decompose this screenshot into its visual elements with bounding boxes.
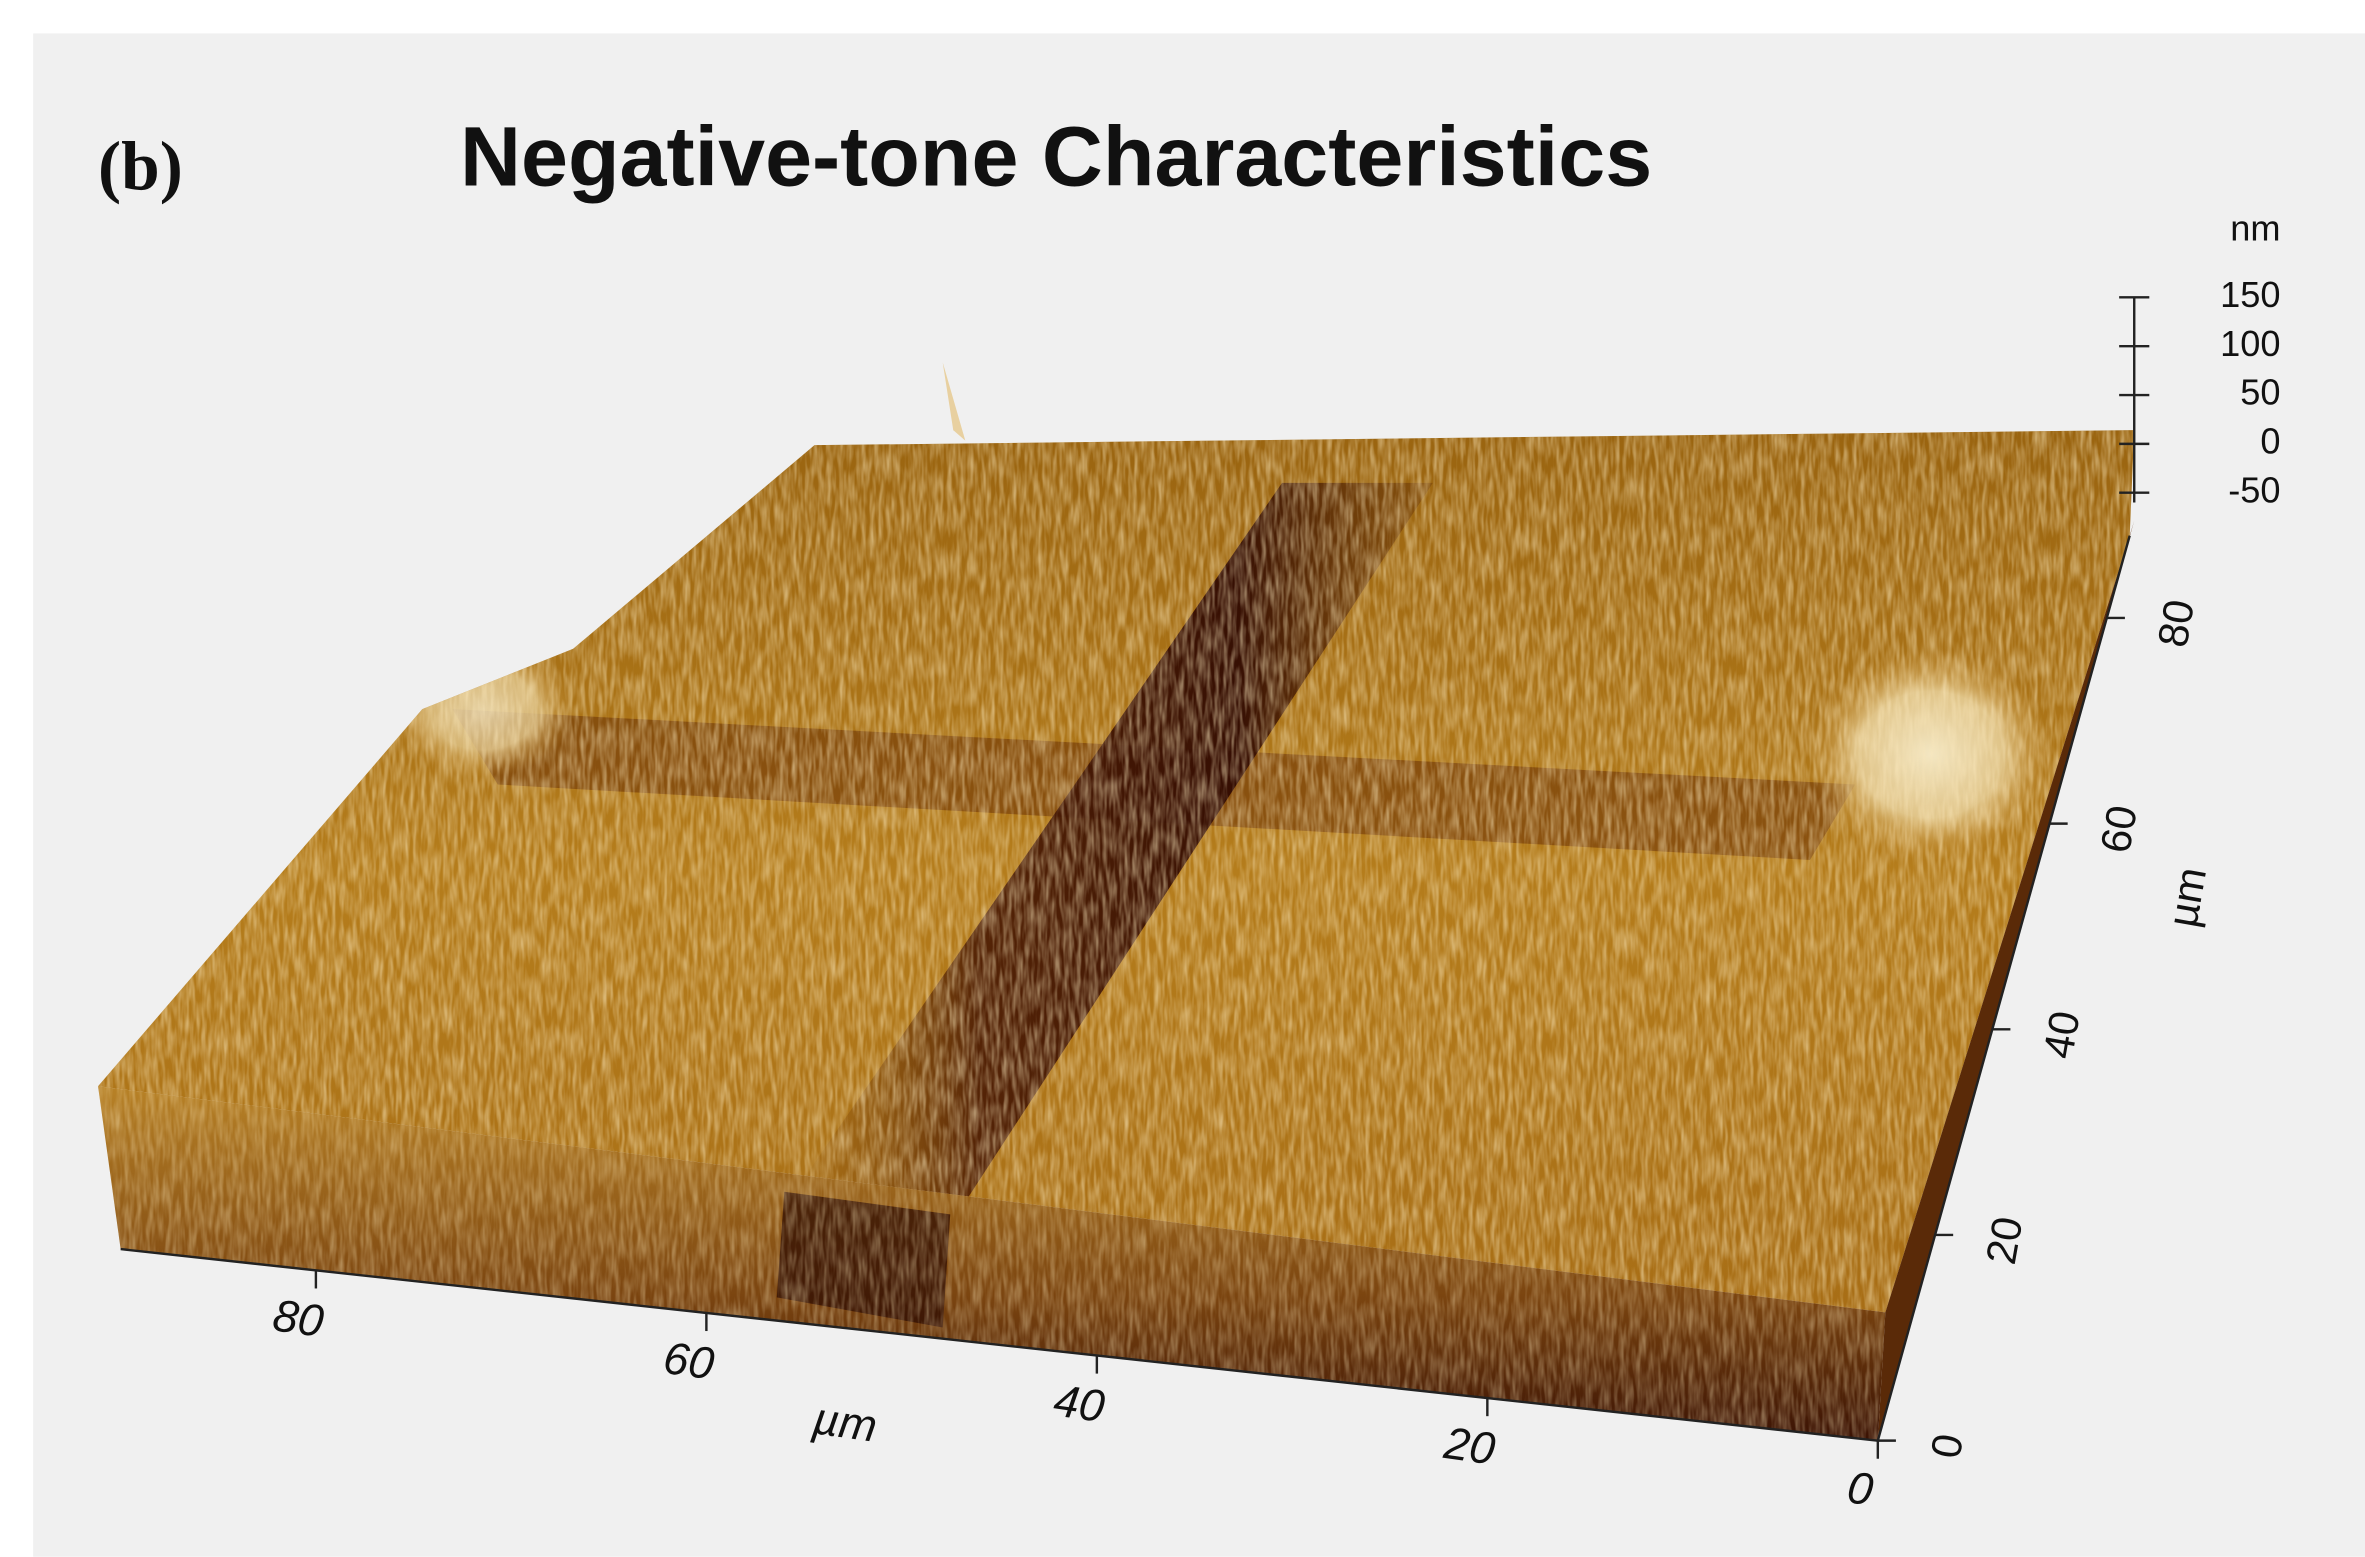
x-tick-label: 40 <box>1051 1375 1108 1433</box>
y-tick-label: 60 <box>2091 802 2145 856</box>
x-axis-label: µm <box>809 1392 880 1452</box>
y-tick-label: 20 <box>1977 1213 2031 1267</box>
x-tick-label: 60 <box>660 1332 717 1390</box>
z-tick-label: -50 <box>2228 469 2280 510</box>
x-tick-label: 20 <box>1440 1417 1498 1475</box>
y-tick-label: 80 <box>2149 596 2203 650</box>
y-tick-label: 40 <box>2034 1008 2088 1062</box>
z-tick-label: 0 <box>2260 420 2280 461</box>
z-axis-label: nm <box>2230 208 2280 249</box>
z-tick-label: 150 <box>2220 274 2280 315</box>
chart-title: Negative-tone Characteristics <box>460 109 1652 203</box>
x-tick-label: 80 <box>270 1289 327 1347</box>
page: (b) Negative-tone Characteristics nm µm … <box>0 0 2365 1557</box>
z-tick-label: 50 <box>2240 372 2280 413</box>
z-tick-label: 100 <box>2220 323 2280 364</box>
chart: (b) Negative-tone Characteristics nm µm … <box>0 0 2365 1557</box>
panel-label: (b) <box>98 129 183 206</box>
